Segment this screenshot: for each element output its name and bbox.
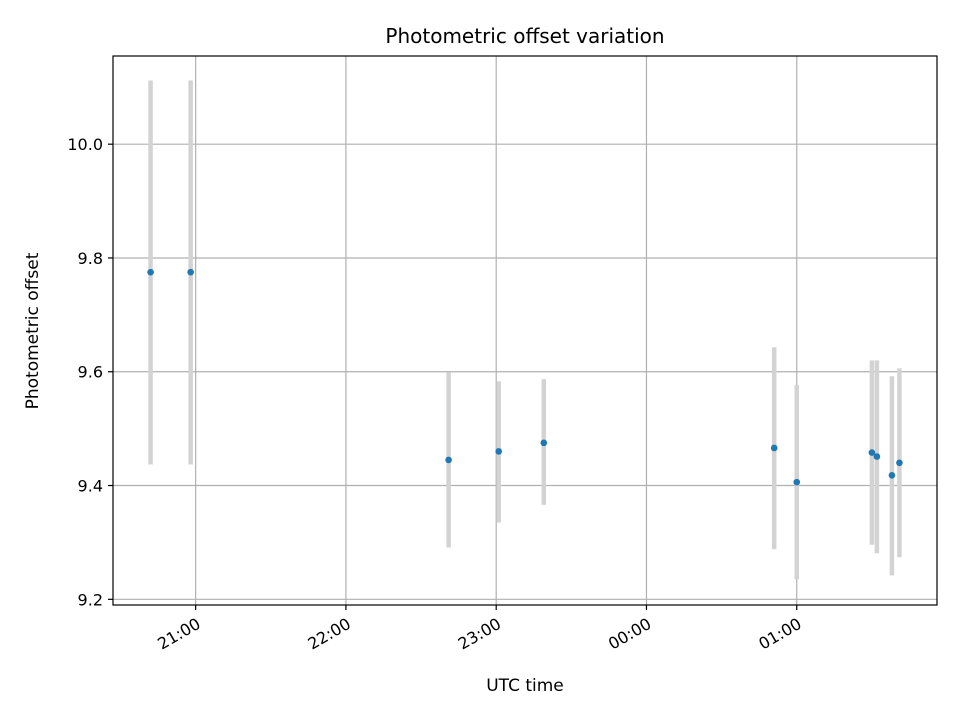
data-point	[770, 444, 778, 452]
plot-frame	[112, 55, 938, 606]
x-tick-label: 22:00	[304, 614, 353, 654]
x-tick-label: 23:00	[455, 614, 504, 654]
x-axis-label: UTC time	[486, 676, 564, 696]
y-tick-label: 9.6	[78, 363, 103, 382]
data-point	[873, 453, 881, 460]
data-point	[793, 478, 801, 486]
data-points	[147, 268, 903, 486]
chart-title: Photometric offset variation	[385, 24, 664, 48]
data-point	[495, 448, 503, 455]
data-point	[187, 268, 194, 276]
data-point	[147, 268, 154, 276]
axis-ticks: 21:00 22:00 23:00 00:00 01:00 9.2 9.4 9.6 9.8 10.…	[67, 135, 804, 653]
data-point	[888, 471, 896, 479]
error-bars	[148, 80, 902, 580]
y-axis-label: Photometric offset	[23, 252, 43, 409]
y-tick-label: 9.4	[78, 477, 103, 496]
data-point	[540, 439, 548, 447]
data-point	[445, 456, 452, 464]
data-point	[868, 449, 876, 456]
x-tick-label: 00:00	[605, 614, 654, 654]
y-tick-label: 9.8	[78, 249, 103, 268]
grid-lines	[113, 56, 937, 605]
y-tick-label: 9.2	[78, 590, 103, 609]
data-point	[896, 459, 903, 467]
y-tick-label: 10.0	[67, 135, 103, 154]
x-tick-label: 01:00	[755, 614, 804, 654]
x-tick-label: 21:00	[154, 614, 203, 654]
